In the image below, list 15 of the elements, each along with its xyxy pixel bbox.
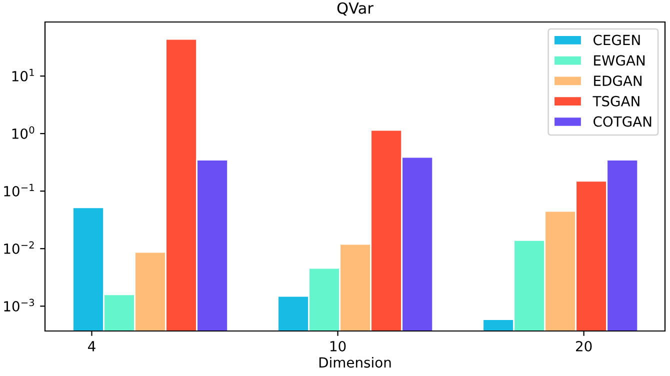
x-tick-label: 4 — [88, 341, 96, 352]
y-tick-label: 10$^{1}$ — [12, 68, 34, 82]
legend-label: TSGAN — [592, 96, 640, 106]
y-tick-label: 10$^{−3}$ — [4, 298, 34, 312]
legend-label: EWGAN — [594, 55, 645, 66]
y-tick-label: 10$^{0}$ — [12, 126, 34, 139]
chart-title: QVar — [337, 2, 374, 16]
x-tick-label: 20 — [576, 340, 592, 352]
x-axis-title: Dimension — [319, 356, 391, 368]
legend-label: EDGAN — [594, 76, 642, 86]
x-tick-label: 10 — [330, 340, 346, 352]
legend-label: COTGAN — [594, 116, 652, 127]
legend-label: CEGEN — [594, 34, 640, 46]
y-tick-label: 10$^{−2}$ — [4, 241, 34, 254]
y-tick-label: 10$^{−1}$ — [4, 184, 34, 196]
